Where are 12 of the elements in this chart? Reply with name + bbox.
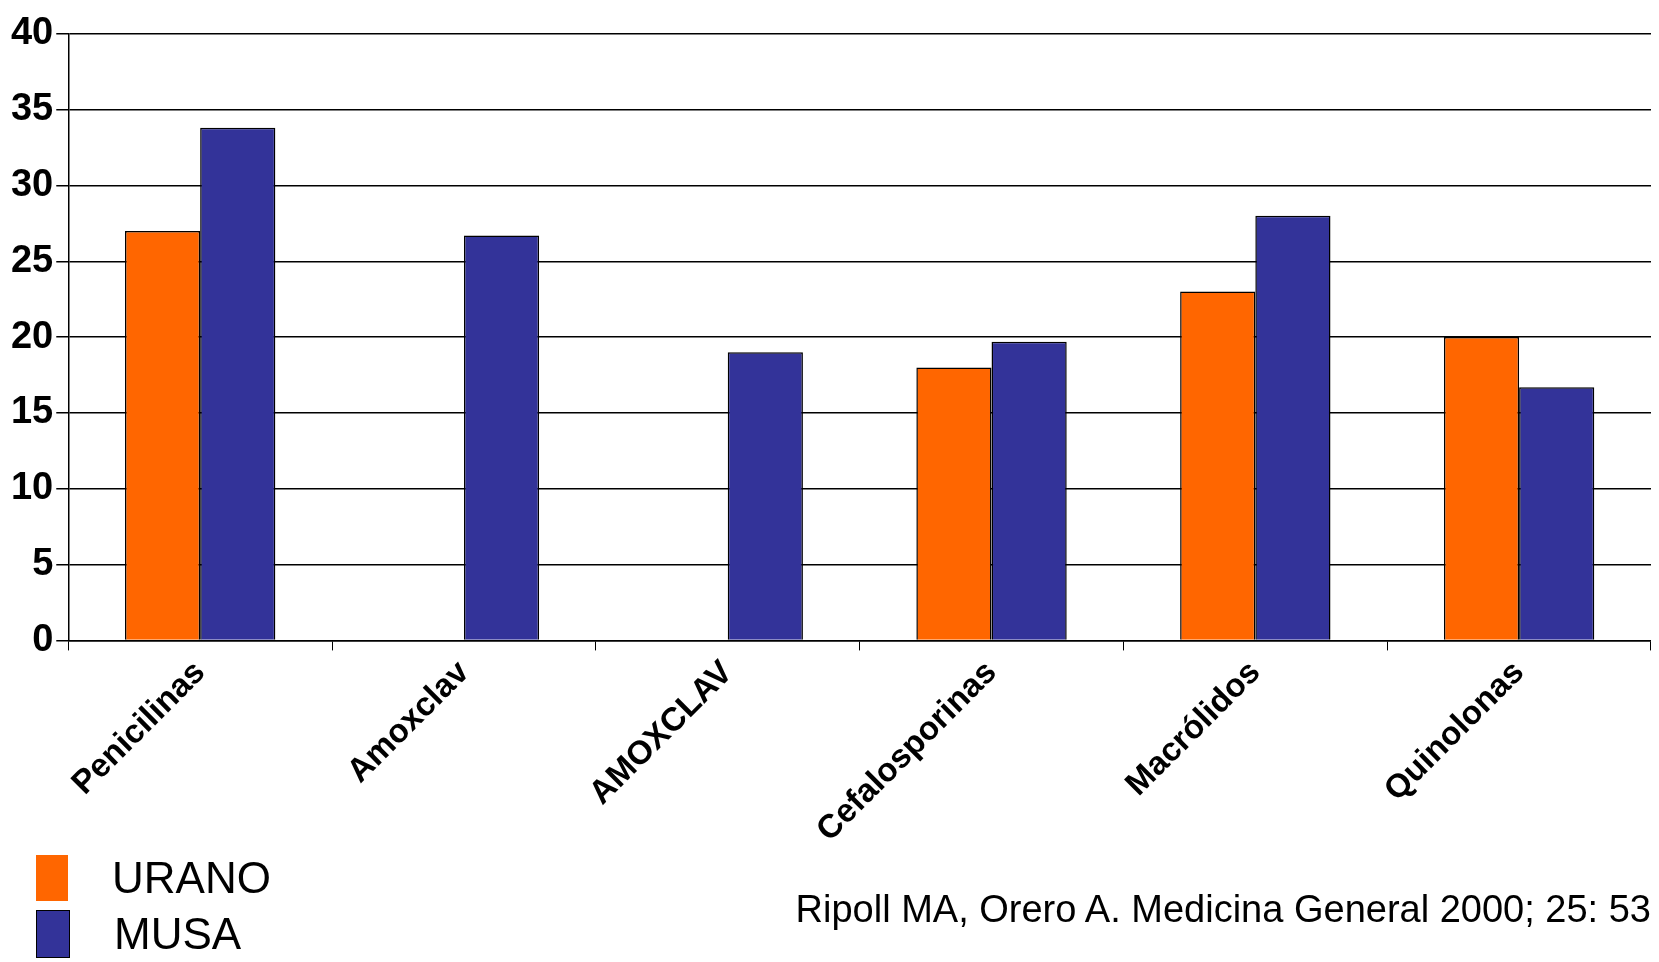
text: Ripoll MA, Orero A. Medicina General 2000; 25: 53 <box>795 888 1651 931</box>
legend-label: URANO <box>112 853 271 903</box>
y-tick-label: 40 <box>10 10 54 53</box>
y-tick-label: 5 <box>32 541 54 584</box>
y-tick-label: 15 <box>10 389 54 432</box>
y-tick-label: 10 <box>10 465 54 508</box>
y-tick-label: 0 <box>32 616 54 659</box>
y-tick-label: 30 <box>10 161 54 204</box>
y-tick-label: 35 <box>10 86 54 129</box>
legend-label: MUSA <box>114 909 242 959</box>
y-tick-label: 25 <box>10 237 54 280</box>
y-tick-label: 20 <box>10 313 54 356</box>
